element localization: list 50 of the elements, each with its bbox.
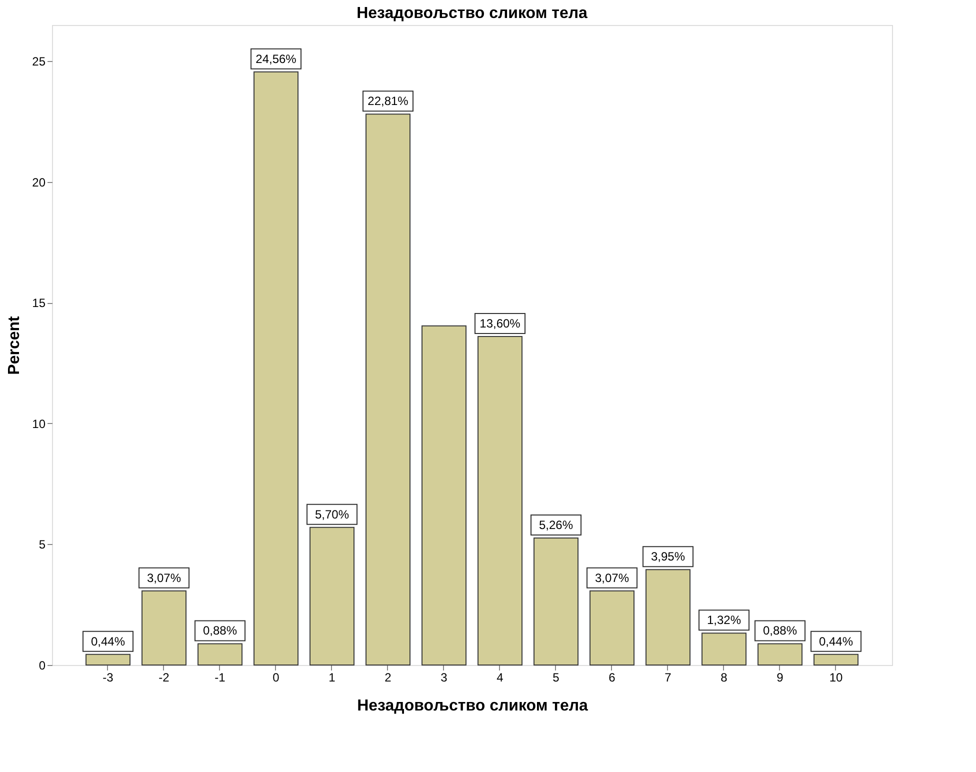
y-tick-label: 15 <box>32 296 46 310</box>
bar <box>366 114 410 666</box>
data-label: 1,32% <box>706 613 742 628</box>
x-tick-label: 1 <box>328 670 336 684</box>
y-tick-label: 0 <box>38 658 46 672</box>
x-tick-label: 4 <box>496 670 504 684</box>
bar <box>758 643 802 666</box>
x-tick-label: -2 <box>158 670 170 684</box>
data-label: 0,88% <box>202 624 238 638</box>
bar <box>254 71 298 666</box>
x-tick-label: 8 <box>720 670 728 684</box>
bar <box>534 537 578 666</box>
data-label: 0,44% <box>90 634 126 648</box>
x-tick-label: 7 <box>664 670 672 684</box>
x-tick-label: 6 <box>608 670 616 684</box>
x-tick-label: -1 <box>214 670 226 684</box>
data-label: 5,70% <box>314 507 350 522</box>
y-tick-label: 25 <box>32 54 46 69</box>
bar <box>142 590 186 666</box>
data-label: 0,44% <box>818 634 854 648</box>
data-label: 3,07% <box>146 570 182 585</box>
bar <box>86 654 130 666</box>
y-axis-title: Percent <box>6 315 24 375</box>
bar <box>702 632 746 666</box>
y-tick-label: 5 <box>38 538 46 552</box>
bar <box>814 654 858 666</box>
y-tick-label: 10 <box>32 416 46 431</box>
data-label: 13,60% <box>480 316 521 331</box>
x-tick-label: 3 <box>440 670 448 684</box>
data-label: 3,95% <box>650 550 686 564</box>
x-tick-label: 0 <box>272 670 280 684</box>
bar <box>590 590 634 666</box>
x-tick-label: 10 <box>829 670 843 684</box>
bar <box>422 325 466 666</box>
data-label: 0,88% <box>762 624 798 638</box>
data-label: 3,07% <box>594 570 630 585</box>
bar <box>198 643 242 666</box>
x-tick-label: 5 <box>552 670 560 684</box>
x-tick-label: 2 <box>384 670 392 684</box>
data-label: 24,56% <box>256 52 297 66</box>
x-tick-label: -3 <box>102 670 114 684</box>
bar <box>646 569 690 666</box>
data-label: 22,81% <box>368 94 409 108</box>
x-axis-title: Незадовољство сликом тела <box>357 698 588 714</box>
x-tick-label: 9 <box>776 670 784 684</box>
bar <box>310 526 354 666</box>
y-tick-label: 20 <box>32 175 46 190</box>
bar <box>478 336 522 666</box>
data-label: 5,26% <box>538 518 574 532</box>
chart-title: Незадовољство сликом тела <box>356 5 588 22</box>
